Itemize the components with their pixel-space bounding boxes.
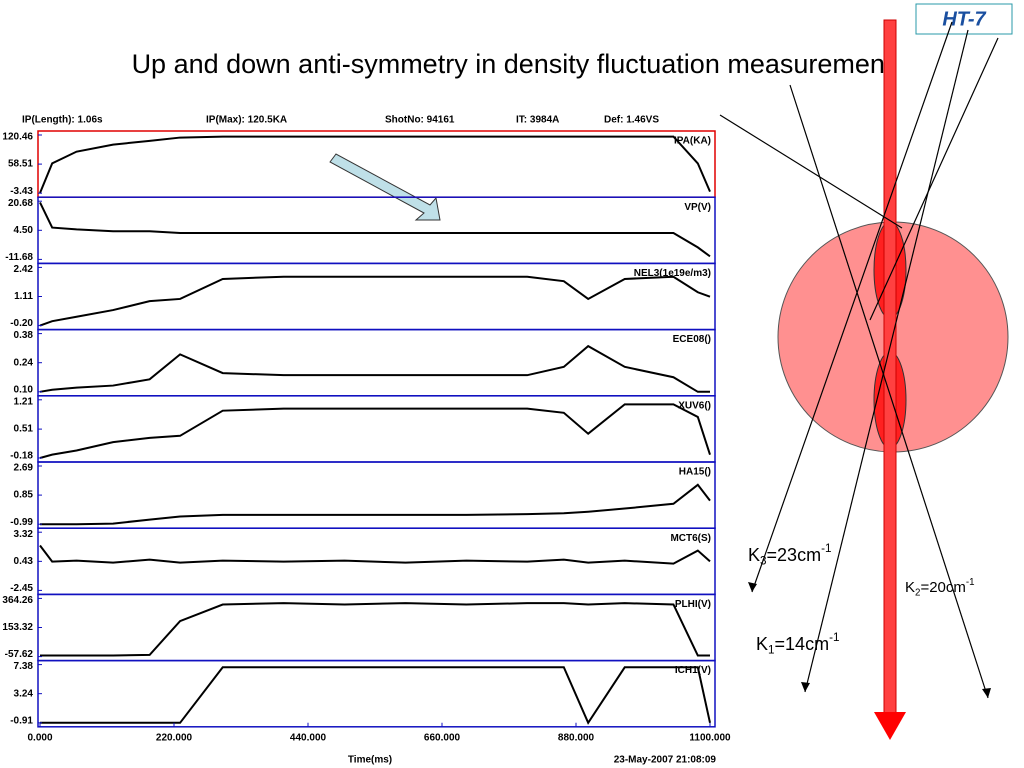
y-tick-label: 1.11 <box>14 291 33 302</box>
x-axis-label: Time(ms) <box>348 755 392 766</box>
panel-frame <box>37 461 716 529</box>
x-tick-label: 1100.000 <box>689 732 731 743</box>
slide-title: Up and down anti-symmetry in density flu… <box>132 49 893 79</box>
trace <box>39 544 711 565</box>
x-tick-label: 0.000 <box>27 732 52 743</box>
x-tick-label: 440.000 <box>290 732 327 743</box>
y-tick-label: 1.21 <box>14 396 34 407</box>
beam-label: K1=14cm-1 <box>756 631 839 657</box>
badge: HT-7 <box>942 8 986 30</box>
y-tick-label: 0.51 <box>14 424 34 435</box>
y-tick-label: -11.68 <box>5 252 33 263</box>
scatter-lines <box>719 21 999 699</box>
y-tick-label: 153.32 <box>2 622 33 633</box>
k-sub: 2 <box>915 587 920 598</box>
k-eq: =14cm <box>775 634 830 654</box>
k-eq: =20cm <box>920 579 965 596</box>
y-tick-label: 4.50 <box>14 225 34 236</box>
y-tick-label: 0.24 <box>14 357 34 368</box>
header-field: Def: 1.46VS <box>604 115 659 126</box>
trace <box>39 403 711 459</box>
trace <box>40 483 711 526</box>
y-tick-label: 2.69 <box>14 463 34 474</box>
y-tick-label: -0.20 <box>10 318 33 329</box>
panel-label: PLHI(V) <box>675 599 711 610</box>
k-sup: -1 <box>966 577 975 588</box>
badge-box <box>915 3 1013 35</box>
panel-frame <box>37 395 716 463</box>
panel-label: ECE08() <box>673 334 711 345</box>
k-eq: =23cm <box>767 545 822 565</box>
header-field: IP(Length): 1.06s <box>22 115 103 126</box>
trace <box>39 201 711 258</box>
header-field: ShotNo: 94161 <box>385 115 455 126</box>
k-sup: -1 <box>821 542 831 555</box>
panel-label: HA15() <box>679 467 711 478</box>
k: K <box>905 579 915 596</box>
panel-label: VP(V) <box>684 202 711 213</box>
y-tick-label: 0.38 <box>14 330 34 341</box>
header-field: IP(Max): 120.5KA <box>206 115 287 126</box>
y-tick-label: 7.38 <box>14 661 34 672</box>
panel-frame <box>37 659 716 728</box>
y-tick-label: 58.51 <box>8 159 33 170</box>
y-tick-label: 20.68 <box>8 198 33 209</box>
arrow-heads <box>748 582 991 698</box>
trace <box>40 602 710 657</box>
k: K <box>748 545 760 565</box>
y-tick-label: -0.18 <box>10 451 33 462</box>
y-tick-label: -0.91 <box>10 715 33 726</box>
beam-label: K3=23cm-1 <box>748 542 831 568</box>
y-tick-label: 120.46 <box>2 132 33 143</box>
y-tick-label: 364.26 <box>2 595 33 606</box>
timestamp: 23-May-2007 21:08:09 <box>614 755 717 766</box>
trace <box>39 344 710 393</box>
panel-label: XUV6() <box>678 400 711 411</box>
x-tick-label: 220.000 <box>156 732 193 743</box>
panel-label: MCT6(S) <box>670 533 711 544</box>
y-tick-label: 3.32 <box>14 529 34 540</box>
annotation-arrow <box>329 153 441 221</box>
x-tick-label: 880.000 <box>558 732 595 743</box>
y-tick-label: -3.43 <box>10 186 33 197</box>
y-tick-label: 0.10 <box>14 384 34 395</box>
y-tick-label: -2.45 <box>10 583 33 594</box>
k-sup: -1 <box>829 631 839 644</box>
panel-label: ICH1(V) <box>675 665 711 676</box>
beam-head <box>874 712 906 740</box>
trace <box>40 666 711 725</box>
panel-frame <box>37 328 716 397</box>
k-sub: 1 <box>768 643 775 656</box>
header-field: IT: 3984A <box>516 115 559 126</box>
y-tick-label: 2.42 <box>14 264 34 275</box>
k-sub: 3 <box>760 554 767 567</box>
y-tick-label: -57.62 <box>5 649 34 660</box>
panel-frame <box>37 262 716 331</box>
y-tick-label: 0.85 <box>14 490 34 501</box>
x-tick-label: 660.000 <box>424 732 461 743</box>
panel-label: IPA(KA) <box>674 136 711 147</box>
panel-label: NEL3(1e19e/m3) <box>634 268 711 279</box>
probe-beam <box>883 19 897 721</box>
y-tick-label: 3.24 <box>14 688 34 699</box>
trace <box>39 275 711 327</box>
y-tick-label: 0.43 <box>14 556 34 567</box>
beam-label: K2=20cm-1 <box>905 577 975 599</box>
trace <box>39 135 711 194</box>
k: K <box>756 634 768 654</box>
y-tick-label: -0.99 <box>10 517 33 528</box>
